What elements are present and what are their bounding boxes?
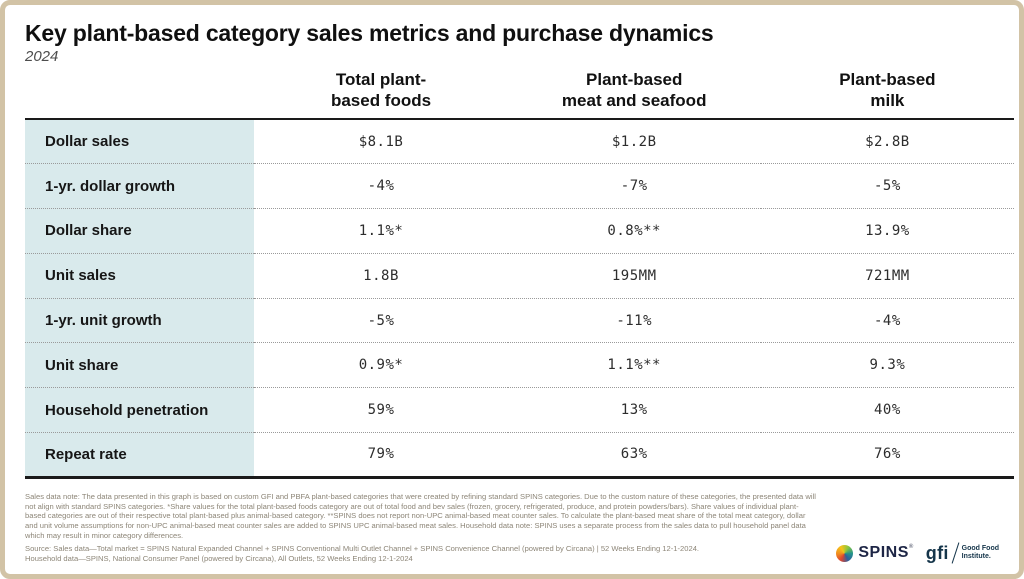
spins-logo: SPINS®: [836, 544, 913, 562]
table-header: Total plant- based foods Plant-based mea…: [25, 69, 1014, 120]
table-row: 1-yr. unit growth -5% -11% -4%: [25, 297, 1014, 343]
column-header-line: meat and seafood: [561, 91, 707, 110]
sales-data-note: Sales data note: The data presented in t…: [25, 491, 816, 540]
spins-globe-icon: [836, 544, 854, 562]
row-label: 1-yr. dollar growth: [25, 163, 255, 209]
cell-value: -4%: [760, 297, 1014, 343]
source-line-1: Source: Sales data—Total market = SPINS …: [25, 544, 700, 554]
table-row: 1-yr. dollar growth -4% -7% -5%: [25, 163, 1014, 209]
column-header-line: Plant-based: [839, 70, 936, 89]
column-header-line: Plant-based: [586, 70, 683, 89]
column-header-line: based foods: [330, 91, 432, 110]
gfi-logo: gfi Good Food Institute.: [926, 542, 999, 564]
table-body: Dollar sales $8.1B $1.2B $2.8B 1-yr. dollar …: [25, 119, 1014, 479]
gfi-logo-subtext: Good Food Institute.: [962, 545, 999, 562]
gfi-logo-text: gfi: [925, 542, 949, 563]
cell-value: 1.1%*: [254, 208, 508, 254]
cell-value: -11%: [507, 297, 761, 343]
row-label: Dollar sales: [25, 119, 255, 164]
row-label: Household penetration: [25, 387, 255, 433]
row-label: Repeat rate: [25, 432, 255, 479]
gfi-subtext-line: Institute.: [961, 553, 991, 560]
column-header-plant-based-milk: Plant-based milk: [760, 69, 1014, 120]
spins-trademark: ®: [908, 544, 914, 550]
cell-value: 0.9%*: [254, 342, 508, 388]
cell-value: 13.9%: [760, 208, 1014, 254]
column-header-line: Total plant-: [335, 70, 427, 89]
footnotes: Sales data note: The data presented in t…: [20, 492, 1004, 564]
column-header-plant-based-meat-seafood: Plant-based meat and seafood: [507, 69, 761, 120]
table-row: Unit share 0.9%* 1.1%** 9.3%: [25, 342, 1014, 388]
row-label: Unit sales: [25, 252, 255, 299]
table-row: Dollar sales $8.1B $1.2B $2.8B: [25, 119, 1014, 164]
column-header-total-plant-based-foods: Total plant- based foods: [254, 69, 508, 120]
cell-value: $8.1B: [358, 133, 404, 150]
page-subtitle: 2024: [25, 48, 59, 65]
cell-value: -4%: [254, 163, 508, 209]
table-row: Dollar share 1.1%* 0.8%** 13.9%: [25, 208, 1014, 254]
cell-value: $2.8B: [865, 133, 910, 150]
cell-value: 0.8%**: [507, 208, 761, 254]
cell-value: 13%: [507, 387, 761, 433]
logo-group: SPINS® gfi Good Food Institute.: [836, 542, 999, 564]
row-label: Unit share: [25, 342, 255, 388]
table-row: Household penetration 59% 13% 40%: [25, 387, 1014, 433]
cell-value: -5%: [760, 163, 1014, 209]
cell-value: 59%: [254, 387, 508, 433]
table-row: Repeat rate 79% 63% 76%: [25, 432, 1014, 479]
gfi-slash-divider: [951, 542, 960, 564]
row-label: 1-yr. unit growth: [25, 297, 255, 343]
cell-value: 63%: [507, 432, 761, 479]
cell-value: -5%: [254, 297, 508, 343]
row-label: Dollar share: [25, 208, 255, 254]
table-row: Unit sales 1.8B 195MM 721MM: [25, 252, 1014, 299]
cell-value: 40%: [760, 387, 1014, 433]
spins-logo-text: SPINS®: [858, 544, 914, 561]
cell-value: 76%: [760, 432, 1014, 479]
page-title: Key plant-based category sales metrics a…: [25, 20, 714, 46]
cell-value: 9.3%: [760, 342, 1014, 388]
metrics-table: Total plant- based foods Plant-based mea…: [25, 69, 1014, 479]
header-row: Total plant- based foods Plant-based mea…: [25, 69, 1014, 120]
source-line-2: Household data—SPINS, National Consumer …: [25, 554, 413, 564]
cell-value: 79%: [254, 432, 508, 479]
cell-value: -7%: [507, 163, 761, 209]
cell-value: 721MM: [760, 252, 1014, 299]
cell-value: 195MM: [507, 252, 761, 299]
cell-value: 1.8B: [254, 252, 508, 299]
cell-value: 1.1%**: [507, 342, 761, 388]
gfi-subtext-line: Good Food: [961, 544, 999, 552]
header-empty-cell: [25, 69, 255, 120]
cell-value: $1.2B: [611, 133, 657, 150]
column-header-line: milk: [870, 91, 905, 110]
